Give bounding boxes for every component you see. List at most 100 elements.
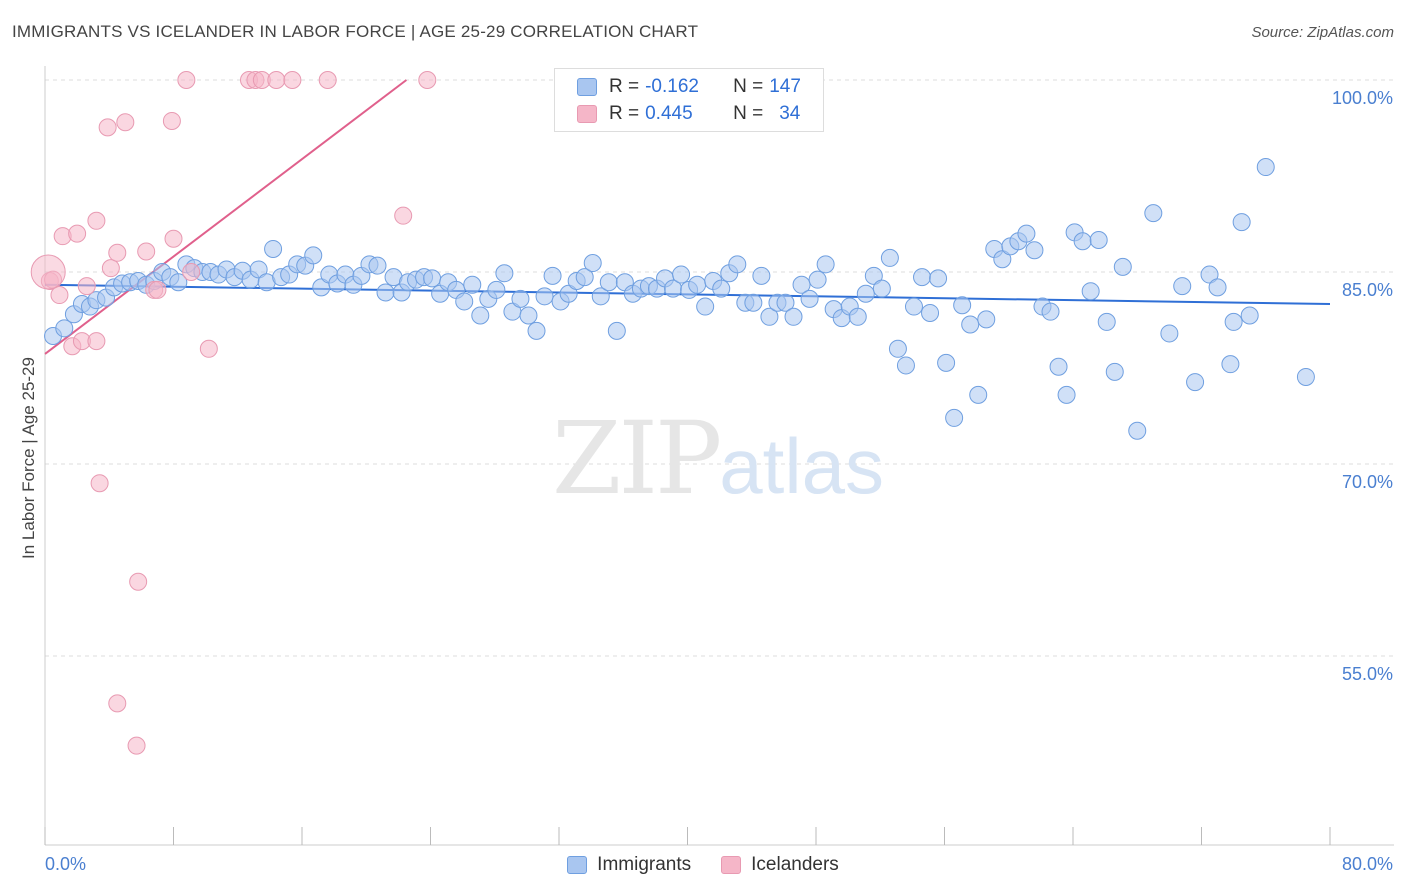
point-immigrants <box>1160 324 1179 343</box>
point-immigrants <box>808 270 827 289</box>
point-immigrants <box>776 293 795 312</box>
point-immigrants <box>744 293 763 312</box>
point-icelanders <box>87 332 106 351</box>
legend-item-immigrants[interactable]: Immigrants <box>567 854 691 876</box>
point-immigrants <box>977 310 996 329</box>
point-immigrants <box>816 255 835 274</box>
point-icelanders <box>50 286 69 305</box>
point-immigrants <box>1081 282 1100 301</box>
y-tick-label: 100.0% <box>1332 88 1393 108</box>
point-immigrants <box>511 289 530 308</box>
point-immigrants <box>929 269 948 288</box>
point-icelanders <box>283 71 302 89</box>
y-axis-label: In Labor Force | Age 25-29 <box>19 357 38 559</box>
watermark: ZIPatlas <box>552 400 884 517</box>
n-label: N = <box>733 76 764 97</box>
point-immigrants <box>880 248 899 267</box>
point-immigrants <box>599 273 618 292</box>
point-immigrants <box>1017 224 1036 243</box>
legend-item-icelanders[interactable]: Icelanders <box>721 854 839 876</box>
watermark-zip: ZIP <box>552 400 722 517</box>
point-icelanders <box>90 474 109 493</box>
point-immigrants <box>1221 355 1240 374</box>
legend-row-immigrants: R = -0.162 N = 147 <box>577 74 801 100</box>
point-icelanders <box>77 277 96 296</box>
point-immigrants <box>1186 373 1205 392</box>
point-immigrants <box>752 266 771 285</box>
point-immigrants <box>591 287 610 306</box>
point-icelanders <box>116 113 135 132</box>
point-immigrants <box>712 279 731 298</box>
x-tick-label: 80.0% <box>1342 854 1393 874</box>
point-immigrants <box>1240 306 1259 325</box>
point-icelanders <box>177 71 196 89</box>
data-points <box>30 71 1315 755</box>
point-immigrants <box>784 307 803 326</box>
point-immigrants <box>376 283 395 302</box>
point-immigrants <box>487 280 506 299</box>
legend-label-icelanders: Icelanders <box>751 854 839 875</box>
point-immigrants <box>993 250 1012 269</box>
point-immigrants <box>800 289 819 308</box>
point-icelanders <box>87 211 106 230</box>
point-icelanders <box>101 259 120 278</box>
point-immigrants <box>304 246 323 265</box>
source-label: Source: ZipAtlas.com <box>1251 24 1394 41</box>
point-immigrants <box>904 297 923 316</box>
point-icelanders <box>199 339 218 358</box>
point-icelanders <box>30 254 66 290</box>
point-immigrants <box>368 256 387 275</box>
point-immigrants <box>583 254 602 273</box>
point-immigrants <box>969 385 988 404</box>
legend-row-icelanders: R = 0.445 N = 34 <box>577 101 800 127</box>
point-icelanders <box>108 694 127 713</box>
x-tick-label: 0.0% <box>45 854 86 874</box>
point-icelanders <box>137 242 156 261</box>
point-immigrants <box>543 266 562 285</box>
n-label: N = <box>733 103 764 124</box>
r-value-icelanders: 0.445 <box>645 103 693 124</box>
legend-label-immigrants: Immigrants <box>597 854 692 875</box>
point-icelanders <box>164 229 183 248</box>
stats-legend: R = -0.162 N = 147 R = 0.445 N = 34 <box>554 68 824 132</box>
point-icelanders <box>108 243 127 262</box>
n-value-icelanders: 34 <box>779 103 801 124</box>
point-immigrants <box>848 307 867 326</box>
point-immigrants <box>1025 241 1044 260</box>
point-immigrants <box>872 279 891 298</box>
legend-swatch-icelanders <box>721 856 742 874</box>
legend-swatch-immigrants <box>577 78 597 96</box>
point-icelanders <box>394 206 413 225</box>
point-icelanders <box>98 118 117 137</box>
point-immigrants <box>55 319 74 338</box>
point-immigrants <box>495 264 514 283</box>
point-immigrants <box>672 265 691 284</box>
point-immigrants <box>559 284 578 303</box>
tick-labels: 55.0% 70.0% 85.0% 100.0% 0.0% 80.0% In Labor F… <box>19 88 1393 874</box>
point-immigrants <box>1232 213 1251 232</box>
point-icelanders <box>68 224 87 243</box>
gridlines <box>45 79 1394 657</box>
trend-line-icelanders <box>44 79 408 355</box>
legend-swatch-immigrants <box>567 856 588 874</box>
watermark-atlas: atlas <box>719 422 885 510</box>
point-immigrants <box>1224 312 1243 331</box>
point-immigrants <box>249 260 268 279</box>
point-immigrants <box>1208 278 1227 297</box>
point-icelanders <box>418 71 437 89</box>
point-immigrants <box>856 284 875 303</box>
point-icelanders <box>267 71 286 89</box>
point-immigrants <box>864 266 883 285</box>
point-immigrants <box>888 339 907 358</box>
point-immigrants <box>1296 367 1315 386</box>
series-legend: Immigrants Icelanders <box>0 852 1406 878</box>
point-immigrants <box>696 297 715 316</box>
point-immigrants <box>896 356 915 375</box>
point-immigrants <box>1049 357 1068 376</box>
point-immigrants <box>1113 257 1132 276</box>
y-tick-label: 70.0% <box>1342 472 1393 492</box>
point-immigrants <box>455 292 474 311</box>
point-immigrants <box>1057 385 1076 404</box>
n-value-immigrants: 147 <box>769 76 801 97</box>
